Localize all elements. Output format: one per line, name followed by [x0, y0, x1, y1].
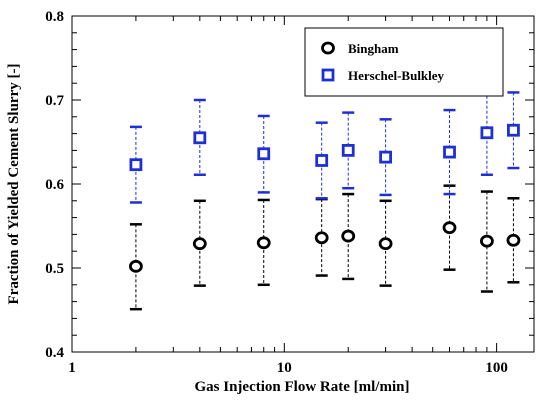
y-tick-label: 0.7 [45, 93, 64, 109]
herschel-bulkley-marker [341, 143, 355, 157]
bingham-marker [256, 236, 271, 250]
herschel-bulkley-marker [193, 131, 207, 145]
herschel-bulkley-marker [507, 123, 520, 137]
x-tick-label: 1 [68, 360, 76, 376]
x-tick-label: 100 [485, 360, 508, 376]
bingham-marker [506, 233, 521, 247]
bingham-marker [129, 259, 143, 273]
legend-label: Bingham [348, 41, 399, 56]
x-axis-title: Gas Injection Flow Rate [ml/min] [195, 379, 410, 395]
axis-ticks [71, 15, 534, 353]
y-tick-label: 0.8 [45, 9, 64, 25]
error-bars [129, 89, 520, 311]
y-tick-label: 0.5 [45, 261, 64, 277]
legend-marker-bingham [321, 41, 335, 55]
bingham-marker [479, 234, 494, 248]
bingham-marker [442, 221, 457, 235]
data-markers [129, 123, 521, 273]
herschel-bulkley-marker [379, 150, 393, 164]
bingham-marker [314, 231, 329, 245]
y-axis-title: Fraction of Yielded Cement Slurry [-] [6, 64, 22, 305]
herschel-bulkley-marker [443, 145, 456, 159]
bingham-marker [341, 229, 356, 243]
y-tick-label: 0.6 [45, 177, 64, 193]
legend-items: Bingham Herschel-Bulkley [321, 41, 445, 83]
y-tick-label: 0.4 [45, 345, 64, 361]
tick-labels: 0.4 0.5 0.6 0.7 0.8 1 10 100 [45, 9, 508, 376]
legend: Bingham Herschel-Bulkley [304, 27, 504, 97]
legend-marker-herschel-bulkley [321, 68, 335, 82]
herschel-bulkley-marker [257, 147, 271, 161]
bingham-marker [192, 237, 207, 251]
legend-label: Herschel-Bulkley [348, 68, 445, 83]
x-tick-label: 10 [277, 360, 292, 376]
herschel-bulkley-marker [315, 154, 329, 167]
legend-box [304, 27, 504, 97]
bingham-marker [378, 237, 393, 251]
herschel-bulkley-marker [480, 126, 494, 140]
herschel-bulkley-marker [129, 158, 143, 172]
